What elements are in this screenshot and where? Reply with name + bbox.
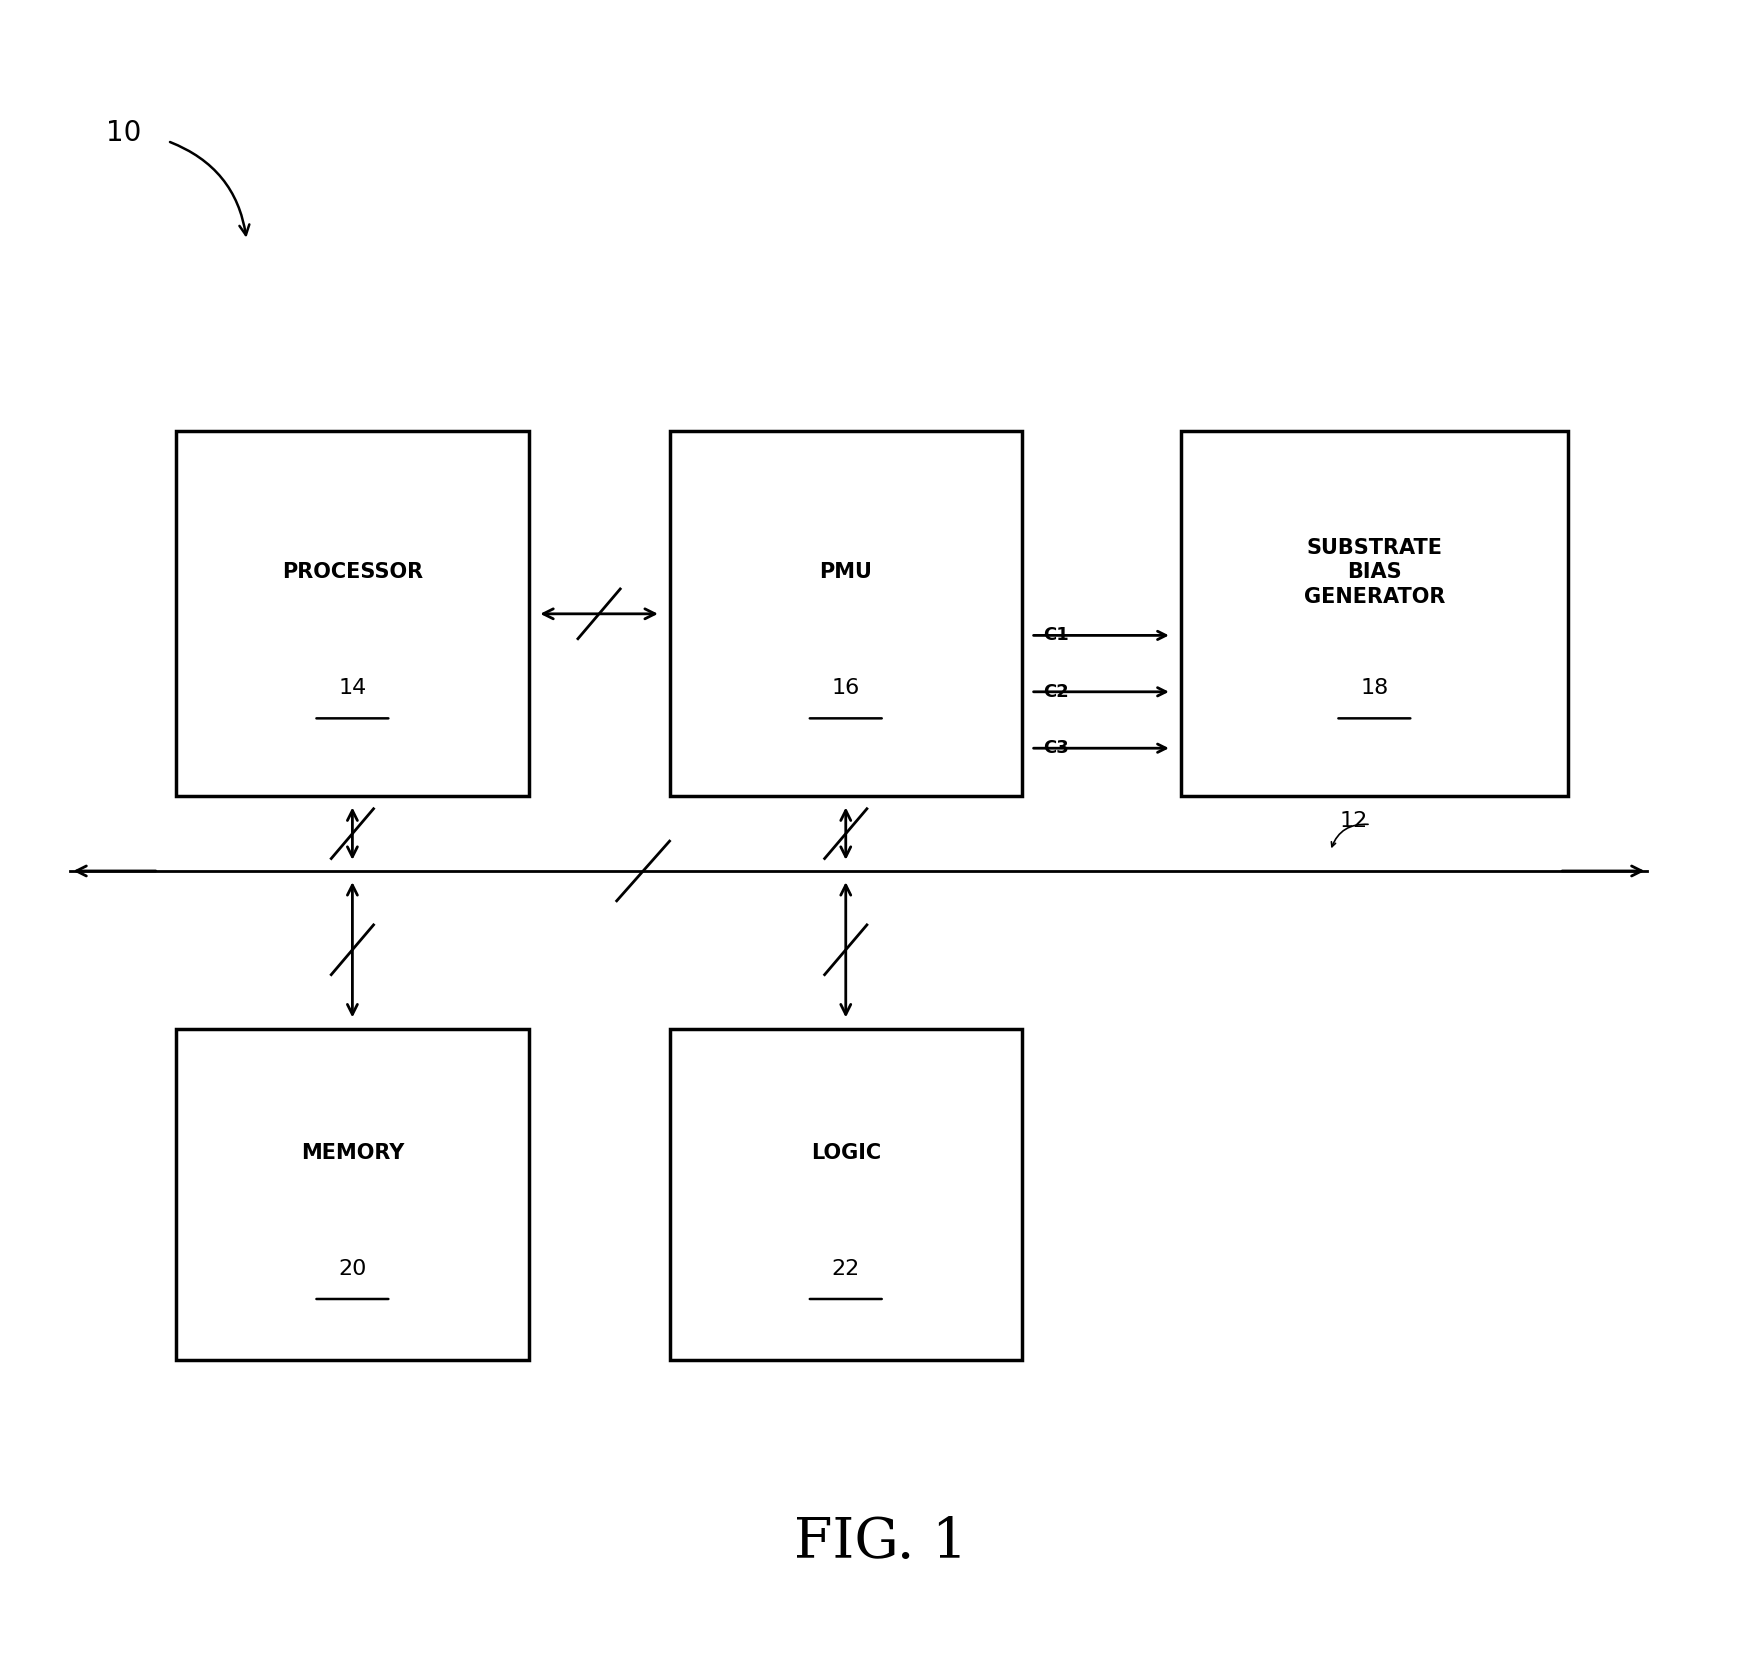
Text: LOGIC: LOGIC — [811, 1143, 881, 1163]
Text: C3: C3 — [1043, 740, 1070, 757]
Text: 12: 12 — [1339, 811, 1367, 831]
Text: C2: C2 — [1043, 684, 1070, 700]
Text: MEMORY: MEMORY — [301, 1143, 403, 1163]
Text: 10: 10 — [106, 119, 141, 146]
Text: FIG. 1: FIG. 1 — [795, 1516, 967, 1569]
FancyBboxPatch shape — [670, 1029, 1022, 1360]
Text: PMU: PMU — [819, 562, 872, 582]
FancyBboxPatch shape — [176, 431, 529, 796]
Text: C1: C1 — [1043, 627, 1070, 644]
Text: 22: 22 — [832, 1259, 860, 1279]
Text: 16: 16 — [832, 679, 860, 698]
FancyBboxPatch shape — [176, 1029, 529, 1360]
FancyBboxPatch shape — [670, 431, 1022, 796]
Text: SUBSTRATE
BIAS
GENERATOR: SUBSTRATE BIAS GENERATOR — [1304, 538, 1445, 607]
Text: 14: 14 — [338, 679, 366, 698]
Text: 18: 18 — [1360, 679, 1388, 698]
FancyBboxPatch shape — [1181, 431, 1568, 796]
Text: PROCESSOR: PROCESSOR — [282, 562, 423, 582]
Text: 20: 20 — [338, 1259, 366, 1279]
